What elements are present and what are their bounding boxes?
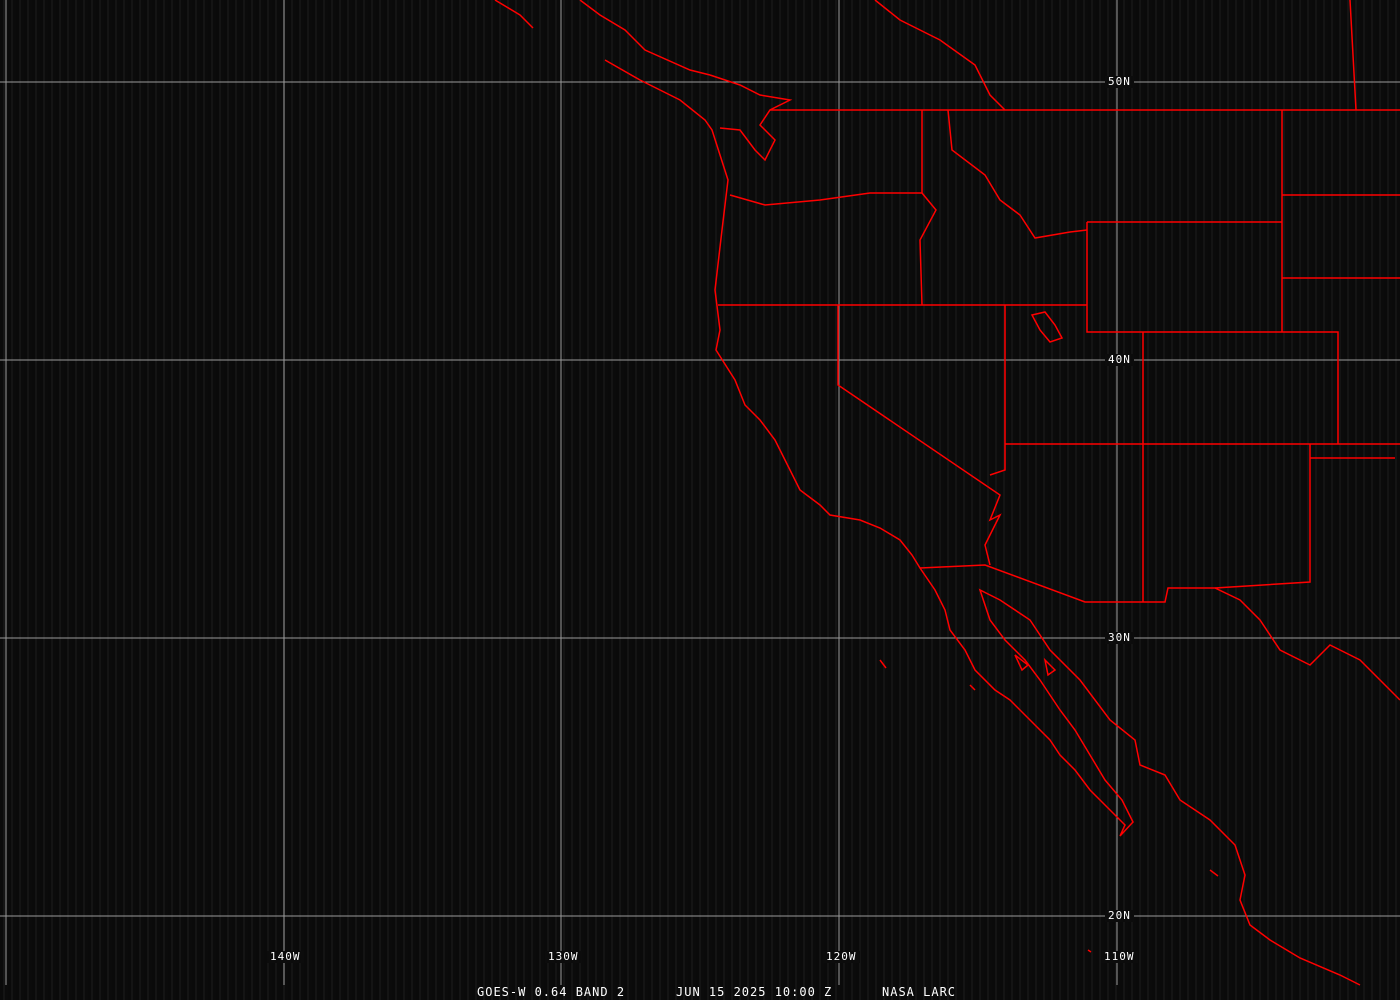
lon-label-120w: 120W bbox=[823, 951, 860, 963]
lat-label-40n: 40N bbox=[1105, 354, 1134, 366]
washington-oregon-border bbox=[729, 192, 937, 306]
lat-label-50n: 50N bbox=[1105, 76, 1134, 88]
coastline-pacific bbox=[494, 0, 1361, 986]
caption-source: NASA LARC bbox=[882, 985, 957, 999]
boundaries bbox=[494, 0, 1400, 986]
great-salt-lake bbox=[1030, 311, 1064, 343]
interior-state-borders bbox=[989, 110, 1400, 602]
lon-label-140w: 140W bbox=[267, 951, 304, 963]
mexico-us-border bbox=[919, 564, 1400, 701]
caption-datetime: JUN 15 2025 10:00 Z bbox=[676, 985, 833, 999]
lon-label-110w: 110W bbox=[1101, 951, 1138, 963]
image-caption: GOES-W 0.64 BAND 2 JUN 15 2025 10:00 Z N… bbox=[0, 985, 1400, 999]
puget-sound bbox=[709, 74, 793, 162]
canada-us-border bbox=[770, 0, 1400, 111]
gulf-islands bbox=[879, 654, 1219, 953]
lat-label-20n: 20N bbox=[1105, 910, 1134, 922]
caption-satellite: GOES-W 0.64 BAND 2 bbox=[477, 985, 626, 999]
idaho-borders bbox=[921, 109, 1088, 239]
california-nevada-border bbox=[837, 305, 1002, 566]
lat-label-30n: 30N bbox=[1105, 632, 1134, 644]
lon-label-130w: 130W bbox=[545, 951, 582, 963]
